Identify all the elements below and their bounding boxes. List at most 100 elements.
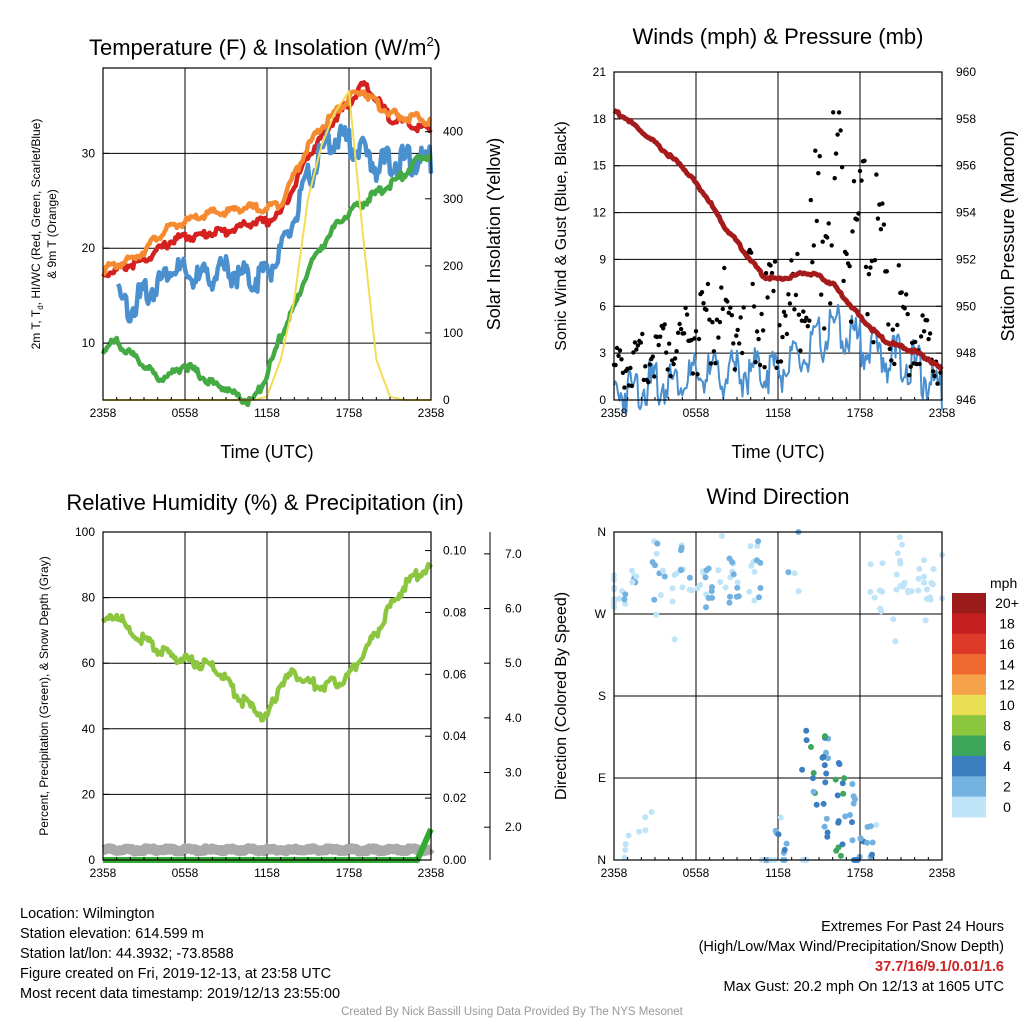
gust-point [905,311,910,317]
direction-point [719,533,725,539]
direction-point [877,605,884,612]
gust-point [754,329,760,334]
legend-label: 4 [1003,758,1011,774]
dir-series [611,529,945,863]
gust-point [675,330,681,335]
direction-point [717,579,724,585]
gust-point [671,361,676,367]
x-tick-label: 0558 [683,406,710,420]
gust-point [868,265,873,270]
y-tick-label: 30 [82,146,96,160]
direction-point [871,594,878,601]
direction-point [756,594,762,601]
direction-point [835,819,842,826]
legend-label: 0 [1003,799,1011,815]
gust-point [756,336,761,342]
y2-tick-label: 952 [956,252,976,266]
y-tick-label: S [598,689,606,703]
gust-point [614,345,620,351]
direction-point [930,566,937,572]
gust-point [859,178,864,183]
direction-point [810,770,817,776]
gust-point [632,340,638,345]
gust-point [907,373,912,378]
gust-point [817,154,822,159]
gust-point [643,364,648,369]
gust-point [619,357,624,362]
gust-point [737,341,742,346]
rh-axis-ticks: 2358 0558 1158 1758 23580204060801000.000.02… [75,525,522,880]
direction-point [847,812,853,818]
direction-point [876,587,883,594]
direction-point [842,813,849,820]
y-tick-label: 3 [599,346,606,360]
direction-point [622,600,629,607]
y3-tick-label: 2.0 [505,820,522,834]
direction-point [709,584,715,591]
gust-point [628,365,633,371]
y3-tick-label: 3.0 [505,766,522,780]
gust-point [862,158,867,163]
x-tick-label: 1158 [254,406,280,420]
direction-point [654,540,661,547]
direction-point [820,800,827,807]
direction-point [657,592,664,599]
direction-point [839,841,846,848]
direction-point [821,762,828,769]
direction-point [852,796,858,803]
legend-swatch [952,755,986,777]
gust-point [647,362,652,367]
x-tick-label: 2358 [90,406,117,420]
gust-point [672,356,678,361]
gust-point [847,264,852,269]
x-tick-label: 1158 [254,866,280,880]
temp-xlabel: Time (UTC) [220,442,313,462]
series-station-pressure [612,108,944,372]
x-tick-label: 1158 [765,866,791,880]
y2-tick-label: 0.06 [443,667,467,681]
gust-point [865,312,870,317]
gust-point [832,176,837,181]
direction-point [679,584,686,591]
gust-point [932,373,937,379]
direction-point [648,809,655,815]
gust-point [913,339,918,345]
gust-point [822,326,827,331]
y3-tick-label: 6.0 [505,602,522,616]
direction-point [834,792,841,799]
y-tick-label: 12 [593,206,607,220]
gust-point [664,350,669,355]
gust-point [805,324,810,329]
direction-point [821,823,828,830]
rh-ylabel: Percent, Precipitation (Green), & Snow D… [37,556,51,835]
direction-point [927,596,934,603]
wind-title: Winds (mph) & Pressure (mb) [633,24,924,49]
direction-point [703,567,710,574]
direction-point [908,588,915,595]
direction-point [825,755,831,762]
direction-point [642,827,649,834]
direction-point [899,541,905,548]
x-tick-label: 2358 [418,406,445,420]
direction-point [781,846,788,853]
x-tick-label: 2358 [601,406,628,420]
gust-point [720,306,725,312]
gust-point [781,309,787,315]
x-tick-label: 0558 [683,866,710,880]
direction-point [678,567,684,574]
y2-tick-label: 950 [956,299,976,313]
gust-point [857,168,863,174]
series-9m-t [101,89,432,277]
credit-line: Created By Nick Bassill Using Data Provi… [341,1006,683,1018]
direction-point [915,575,922,582]
x-tick-label: 0558 [172,866,199,880]
gust-point [930,369,936,374]
gust-point [652,374,657,379]
info-location: Location: Wilmington [20,906,155,922]
gust-point [750,281,755,287]
direction-point [697,581,704,588]
x-tick-label: 2358 [90,866,117,880]
y-tick-label: 6 [599,299,606,313]
y2-tick-label: 0 [443,393,450,407]
legend-swatch [952,715,986,737]
